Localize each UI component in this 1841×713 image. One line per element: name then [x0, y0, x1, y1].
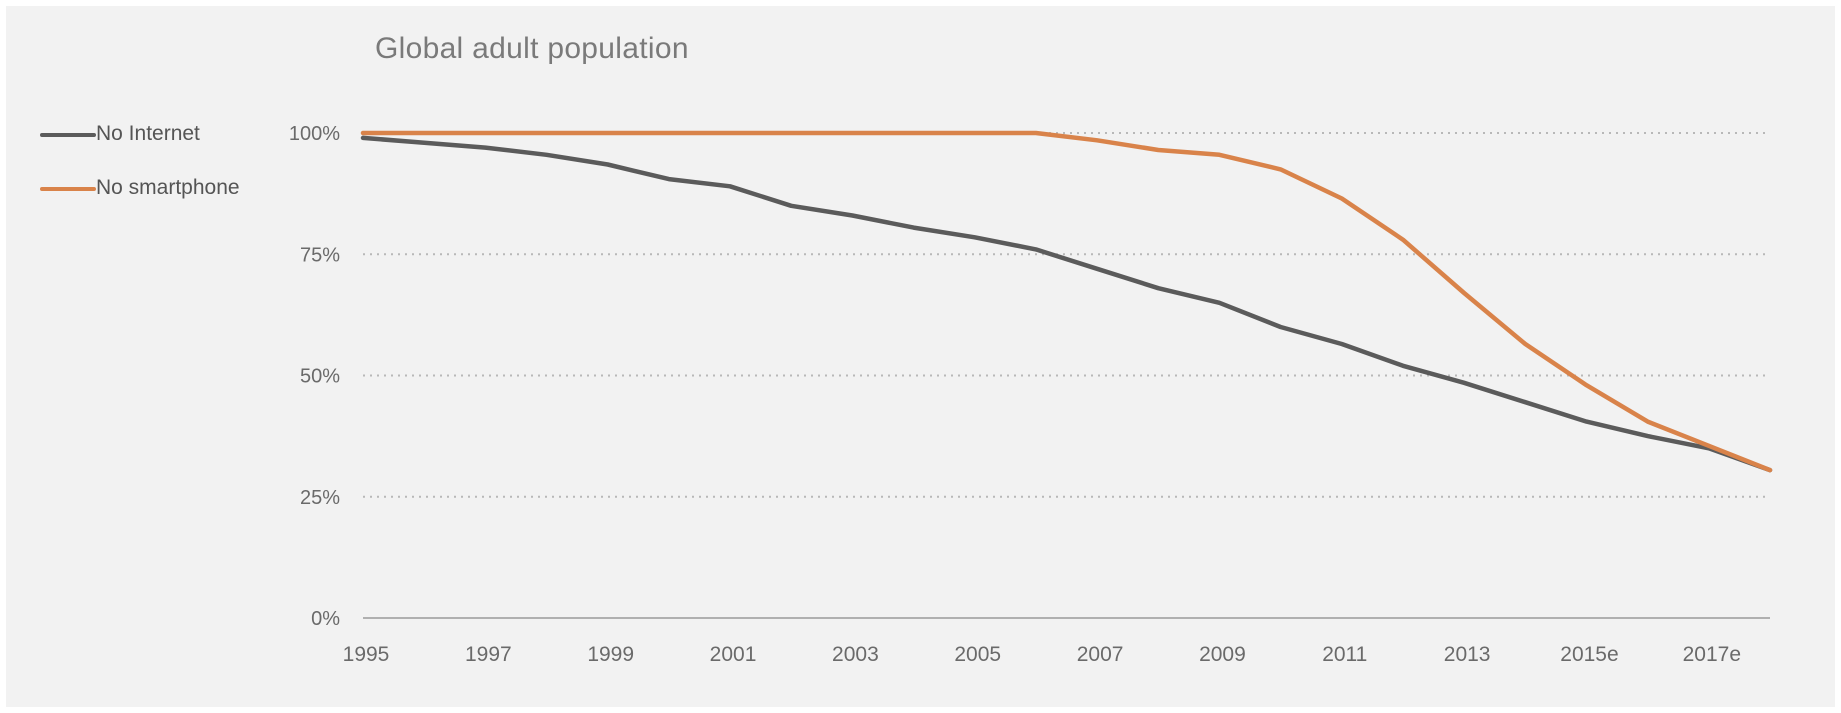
- x-tick-label: 1995: [343, 643, 390, 666]
- x-tick-label: 2003: [832, 643, 879, 666]
- series-lines: [360, 130, 1773, 473]
- y-axis-tick-labels: 0% 25% 50% 75% 100%: [289, 123, 340, 630]
- x-axis-tick-labels: 1995 1997 1999 2001 2003 2005 2007 2009 2011 2013…: [343, 643, 1741, 666]
- chart-title: Global adult population: [375, 32, 689, 65]
- x-tick-label: 1997: [465, 643, 512, 666]
- y-tick-label: 50%: [300, 366, 340, 388]
- legend-swatch-no-smartphone: [40, 187, 96, 191]
- series-line-no-internet: [360, 135, 1773, 473]
- legend-label-no-internet: No Internet: [96, 122, 200, 145]
- x-tick-label: 2005: [954, 643, 1001, 666]
- y-tick-label: 25%: [300, 487, 340, 509]
- x-tick-label: 2013: [1444, 643, 1491, 666]
- x-tick-label: 2007: [1077, 643, 1124, 666]
- x-tick-label: 1999: [587, 643, 634, 666]
- x-tick-label: 2009: [1199, 643, 1246, 666]
- x-tick-label: 2017e: [1683, 643, 1741, 666]
- legend-label-no-smartphone: No smartphone: [96, 176, 240, 199]
- series-line-no-smartphone: [360, 130, 1773, 473]
- chart-panel: [6, 6, 1835, 707]
- y-tick-label: 75%: [300, 244, 340, 266]
- x-tick-label: 2001: [710, 643, 757, 666]
- x-tick-label: 2015e: [1560, 643, 1618, 666]
- y-tick-label: 100%: [289, 123, 340, 145]
- x-tick-label: 2011: [1322, 643, 1367, 666]
- y-tick-label: 0%: [311, 608, 340, 630]
- legend-swatch-no-internet: [40, 133, 96, 137]
- gridlines: [363, 132, 1770, 498]
